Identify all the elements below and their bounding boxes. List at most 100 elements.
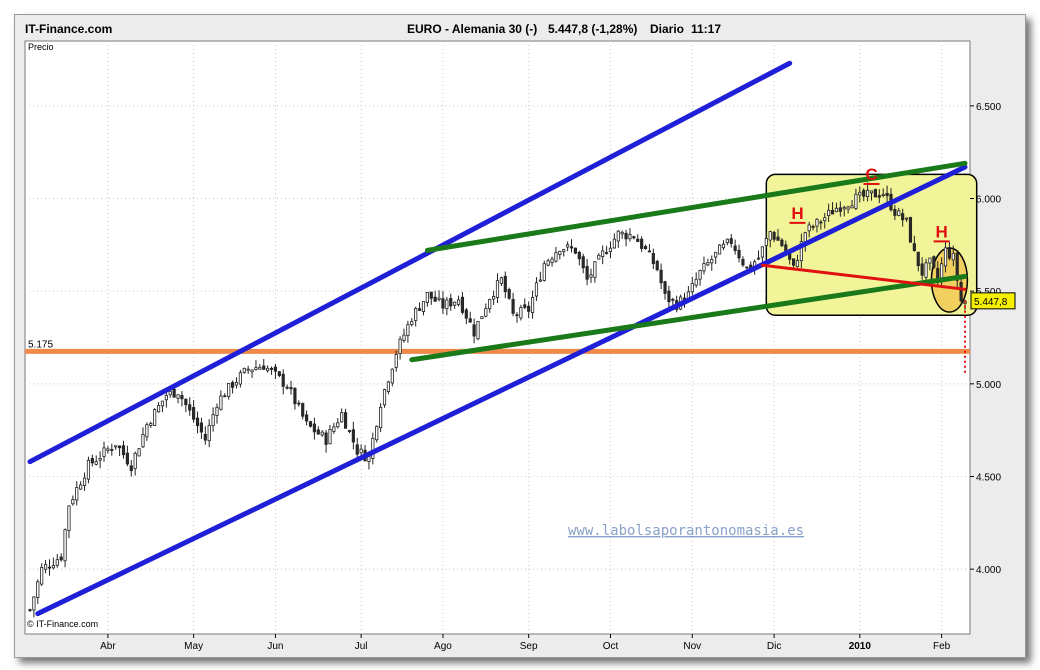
candle-body	[343, 412, 348, 429]
candle-body	[589, 274, 593, 278]
candle-body	[476, 321, 480, 340]
candle-body	[195, 417, 200, 427]
candle-body	[694, 278, 698, 286]
candle-body	[379, 406, 383, 429]
candle-body	[340, 412, 344, 423]
candle-body	[636, 238, 640, 243]
candle-body	[628, 234, 632, 240]
candle-body	[118, 445, 122, 449]
candle-body	[651, 253, 655, 265]
candle-body	[776, 236, 780, 241]
candle-body	[515, 314, 519, 317]
candle-body	[842, 207, 846, 210]
candle-body	[823, 217, 827, 222]
y-tick-label: 4.500	[976, 472, 1001, 483]
candle-body	[153, 409, 157, 426]
x-tick-label: May	[184, 641, 203, 652]
candle-body	[799, 241, 803, 262]
trend-line-wedge-upper	[424, 160, 968, 253]
candle-body	[581, 256, 585, 269]
candle-body	[698, 269, 702, 280]
candle-body	[398, 338, 402, 354]
candle-body	[729, 238, 733, 244]
x-tick-label: Oct	[603, 641, 619, 652]
candle-body	[667, 290, 671, 303]
candle-body	[55, 559, 59, 566]
candle-body	[768, 231, 772, 241]
candle-body	[756, 257, 761, 260]
chart-window: IT-Finance.com EURO - Alemania 30 (-) 5.…	[14, 14, 1026, 658]
candle-body	[227, 382, 231, 397]
candle-body	[418, 308, 422, 311]
candle-body	[246, 368, 250, 371]
candle-body	[207, 424, 211, 442]
candle-body	[445, 299, 449, 310]
candle-body	[308, 421, 313, 427]
candle-body	[593, 261, 597, 278]
candle-body	[499, 277, 503, 284]
candle-body	[453, 301, 457, 306]
x-tick-label: Jul	[355, 641, 368, 652]
candle-body	[480, 316, 484, 320]
candle-body	[351, 429, 355, 443]
candle-body	[90, 458, 94, 464]
x-tick-label: Nov	[683, 641, 701, 652]
candle-body	[546, 260, 550, 266]
candle-body	[441, 298, 445, 309]
candle-body	[706, 261, 710, 266]
candle-body	[188, 404, 192, 411]
candle-body	[184, 398, 188, 406]
candle-body	[67, 505, 71, 531]
candle-body	[421, 301, 426, 313]
candle-body	[176, 394, 180, 399]
candle-body	[219, 395, 223, 410]
candle-body	[386, 381, 390, 392]
candle-body	[955, 252, 959, 281]
candle-body	[203, 433, 207, 441]
watermark-link[interactable]: www.labolsaporantonomasia.es	[568, 523, 804, 539]
candle-body	[495, 280, 500, 298]
candle-body	[519, 307, 523, 319]
candle-body	[79, 484, 83, 490]
candle-body	[714, 251, 718, 258]
candle-body	[285, 386, 289, 389]
candle-body	[764, 238, 768, 246]
candle-body	[834, 207, 839, 213]
candle-body	[869, 190, 874, 194]
candle-body	[601, 250, 605, 257]
candle-body	[36, 581, 40, 598]
candle-body	[347, 430, 352, 432]
candle-body	[862, 189, 866, 197]
candle-body	[741, 258, 745, 266]
candle-body	[951, 252, 955, 261]
candle-body	[32, 596, 36, 611]
candle-body	[827, 209, 831, 216]
price-change: 5.447,8 (-1,28%)	[548, 22, 637, 36]
candle-body	[484, 308, 488, 317]
candle-body	[760, 246, 764, 258]
candle-body	[456, 299, 461, 305]
last-price-box	[970, 292, 1016, 310]
candle-body	[550, 258, 554, 264]
candle-body	[125, 452, 129, 465]
candle-body	[877, 195, 881, 198]
candle-body	[854, 193, 858, 209]
candle-body	[725, 238, 729, 244]
candle-body	[98, 457, 102, 461]
candle-body	[492, 296, 496, 300]
candle-body	[468, 318, 472, 323]
candle-body	[663, 281, 667, 294]
candle-body	[180, 395, 184, 400]
candle-body	[269, 367, 274, 370]
candle-body	[655, 260, 659, 271]
candle-body	[63, 529, 67, 562]
candle-body	[316, 429, 320, 435]
candle-body	[893, 209, 897, 216]
candle-body	[745, 266, 749, 269]
candle-body	[382, 389, 387, 406]
candle-body	[359, 448, 363, 454]
candle-body	[234, 381, 239, 386]
candle-body	[301, 403, 305, 417]
candle-body	[71, 499, 75, 505]
